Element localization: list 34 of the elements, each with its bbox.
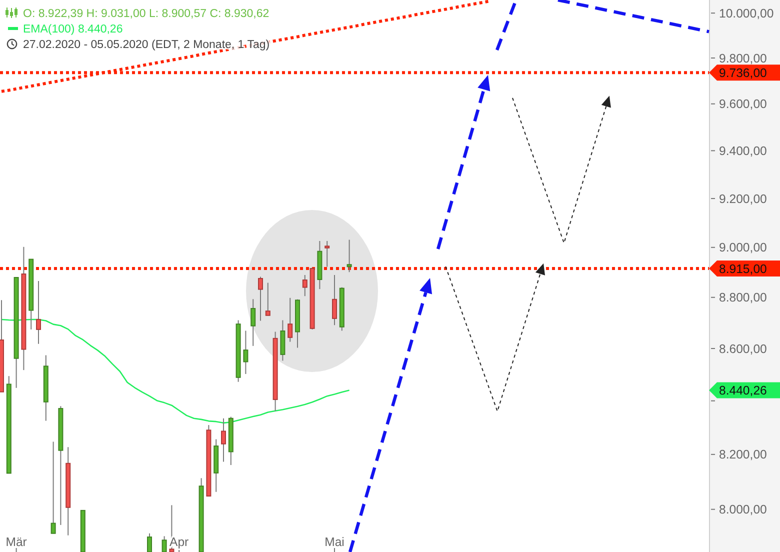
ref-line-label: 8.915,00 [719, 262, 768, 276]
candlestick [36, 280, 41, 344]
y-tick-label: 8.800,00 [719, 290, 768, 305]
y-tick-label: 8.600,00 [719, 342, 768, 356]
candlestick [280, 320, 286, 362]
line-series [0, 318, 350, 424]
x-tick-label: Mär [6, 535, 27, 549]
candlestick [250, 298, 256, 346]
y-tick-label: 8.000,00 [719, 502, 768, 517]
candlestick [288, 297, 293, 342]
text: 27.02.2020 - 05.05.2020 (EDT, 2 Monate, 1 Tag) [23, 39, 270, 52]
candlestick [265, 282, 270, 316]
y-tick-label: 10.000,00 [719, 6, 774, 20]
candlestick [324, 240, 330, 268]
candlestick [258, 276, 263, 322]
legend-label: EMA(100) 8.440,26 [23, 24, 123, 36]
x-tick-label: Mai [324, 535, 344, 549]
candlestick [50, 441, 56, 534]
ref-line-label: 9.736,00 [719, 66, 768, 80]
candlestick [332, 274, 337, 326]
candlestick [302, 274, 308, 297]
y-tick-label: 9.600,00 [719, 97, 768, 112]
text: 8.440,26 [719, 384, 768, 398]
candlestick [147, 532, 152, 552]
candlestick [162, 536, 167, 552]
candlestick [346, 239, 352, 273]
candlestick [221, 418, 226, 462]
y-tick-label: 8.200,00 [719, 448, 768, 462]
y-tick-label: 9.800,00 [719, 51, 768, 66]
candlestick [243, 330, 248, 374]
text: O: 8.922,39 H: 9.031,00 L: 8.900,57 C: 8.930,62 [23, 8, 270, 20]
y-tick-label: 9.200,00 [719, 192, 768, 206]
y-tick-label: 9.000,00 [719, 240, 768, 255]
y-tick-label: 9.400,00 [719, 144, 768, 158]
